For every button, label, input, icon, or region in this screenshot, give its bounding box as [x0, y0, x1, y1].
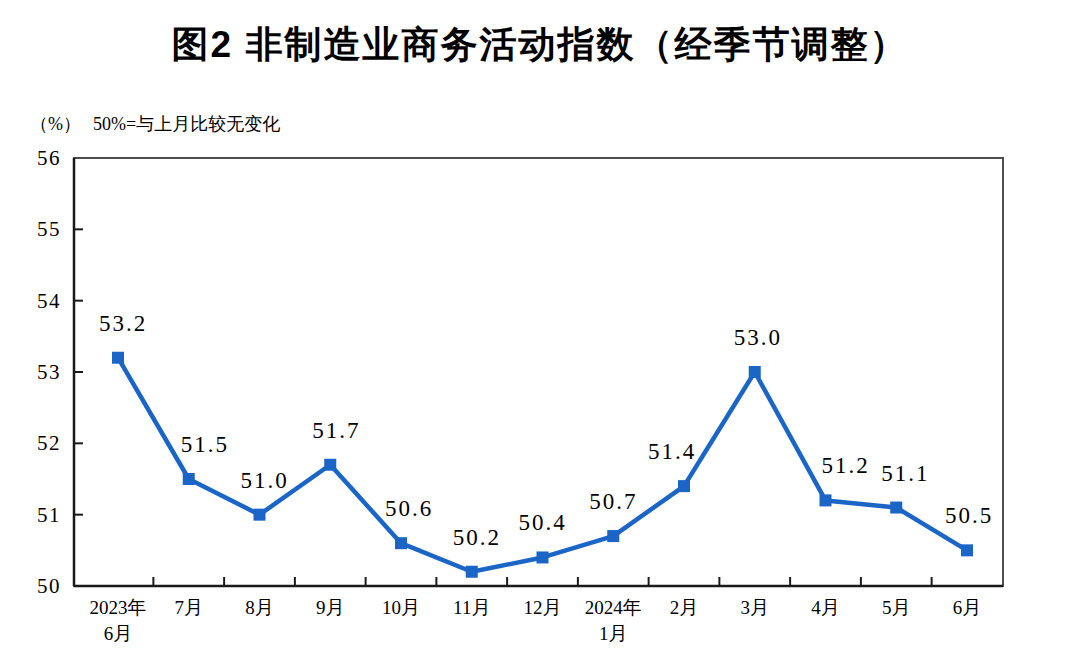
- data-point-marker: [678, 480, 690, 492]
- data-point-marker: [324, 459, 336, 471]
- y-axis-tick-label: 51: [37, 503, 61, 527]
- data-point-marker: [254, 509, 266, 521]
- data-label: 50.5: [945, 503, 993, 528]
- line-chart-plot: 50 51 52 53 54 55 56 53.2 51.5 51.0 51.7 50.6 50.2 50…: [0, 0, 1080, 669]
- data-point-marker: [183, 473, 195, 485]
- data-point-marker: [112, 352, 124, 364]
- y-axis-tick-label: 54: [37, 289, 61, 313]
- y-axis-tick-label: 50: [37, 574, 61, 598]
- x-axis-tick-label: 3月: [741, 597, 770, 618]
- x-axis-tick-label: 7月: [175, 597, 204, 618]
- data-label: 50.6: [385, 496, 433, 521]
- figure2-nonmanufacturing-business-activity-chart: 图2 非制造业商务活动指数（经季节调整） （%）50%=与上月比较无变化 505…: [0, 0, 1080, 669]
- data-point-marker: [466, 566, 478, 578]
- x-axis-tick-label: 5月: [882, 597, 911, 618]
- x-axis-tick-label: 11月: [453, 597, 490, 618]
- data-label: 51.7: [312, 418, 360, 443]
- x-axis-tick-label: 12月: [524, 597, 562, 618]
- data-label: 51.0: [240, 468, 288, 493]
- x-axis-tick-label: 10月: [382, 597, 420, 618]
- data-label: 51.1: [881, 461, 929, 486]
- data-label: 51.2: [821, 453, 869, 478]
- y-axis-tick-label: 55: [37, 217, 61, 241]
- y-axis-tick-label: 53: [37, 360, 61, 384]
- data-label: 50.4: [518, 510, 566, 535]
- data-point-marker: [749, 366, 761, 378]
- data-label: 53.2: [99, 311, 147, 336]
- data-label: 53.0: [734, 325, 782, 350]
- y-axis-tick-label: 56: [37, 146, 61, 170]
- x-axis-tick-label: 2024年1月: [585, 597, 642, 644]
- data-point-marker: [890, 502, 902, 514]
- x-axis-tick-label: 2023年6月: [90, 597, 147, 644]
- x-axis-tick-label: 2月: [670, 597, 699, 618]
- data-label: 50.7: [589, 489, 637, 514]
- y-axis-tick-label: 52: [37, 431, 61, 455]
- x-axis-tick-label: 9月: [316, 597, 345, 618]
- data-point-marker: [395, 537, 407, 549]
- data-label: 51.4: [648, 439, 696, 464]
- data-point-marker: [607, 530, 619, 542]
- data-label: 50.2: [453, 525, 501, 550]
- data-point-marker: [820, 494, 832, 506]
- data-point-marker: [537, 551, 549, 563]
- data-label: 51.5: [181, 432, 229, 457]
- x-axis-tick-label: 6月: [953, 597, 982, 618]
- x-axis-tick-label: 4月: [811, 597, 840, 618]
- data-point-marker: [961, 544, 973, 556]
- x-axis-tick-label: 8月: [245, 597, 274, 618]
